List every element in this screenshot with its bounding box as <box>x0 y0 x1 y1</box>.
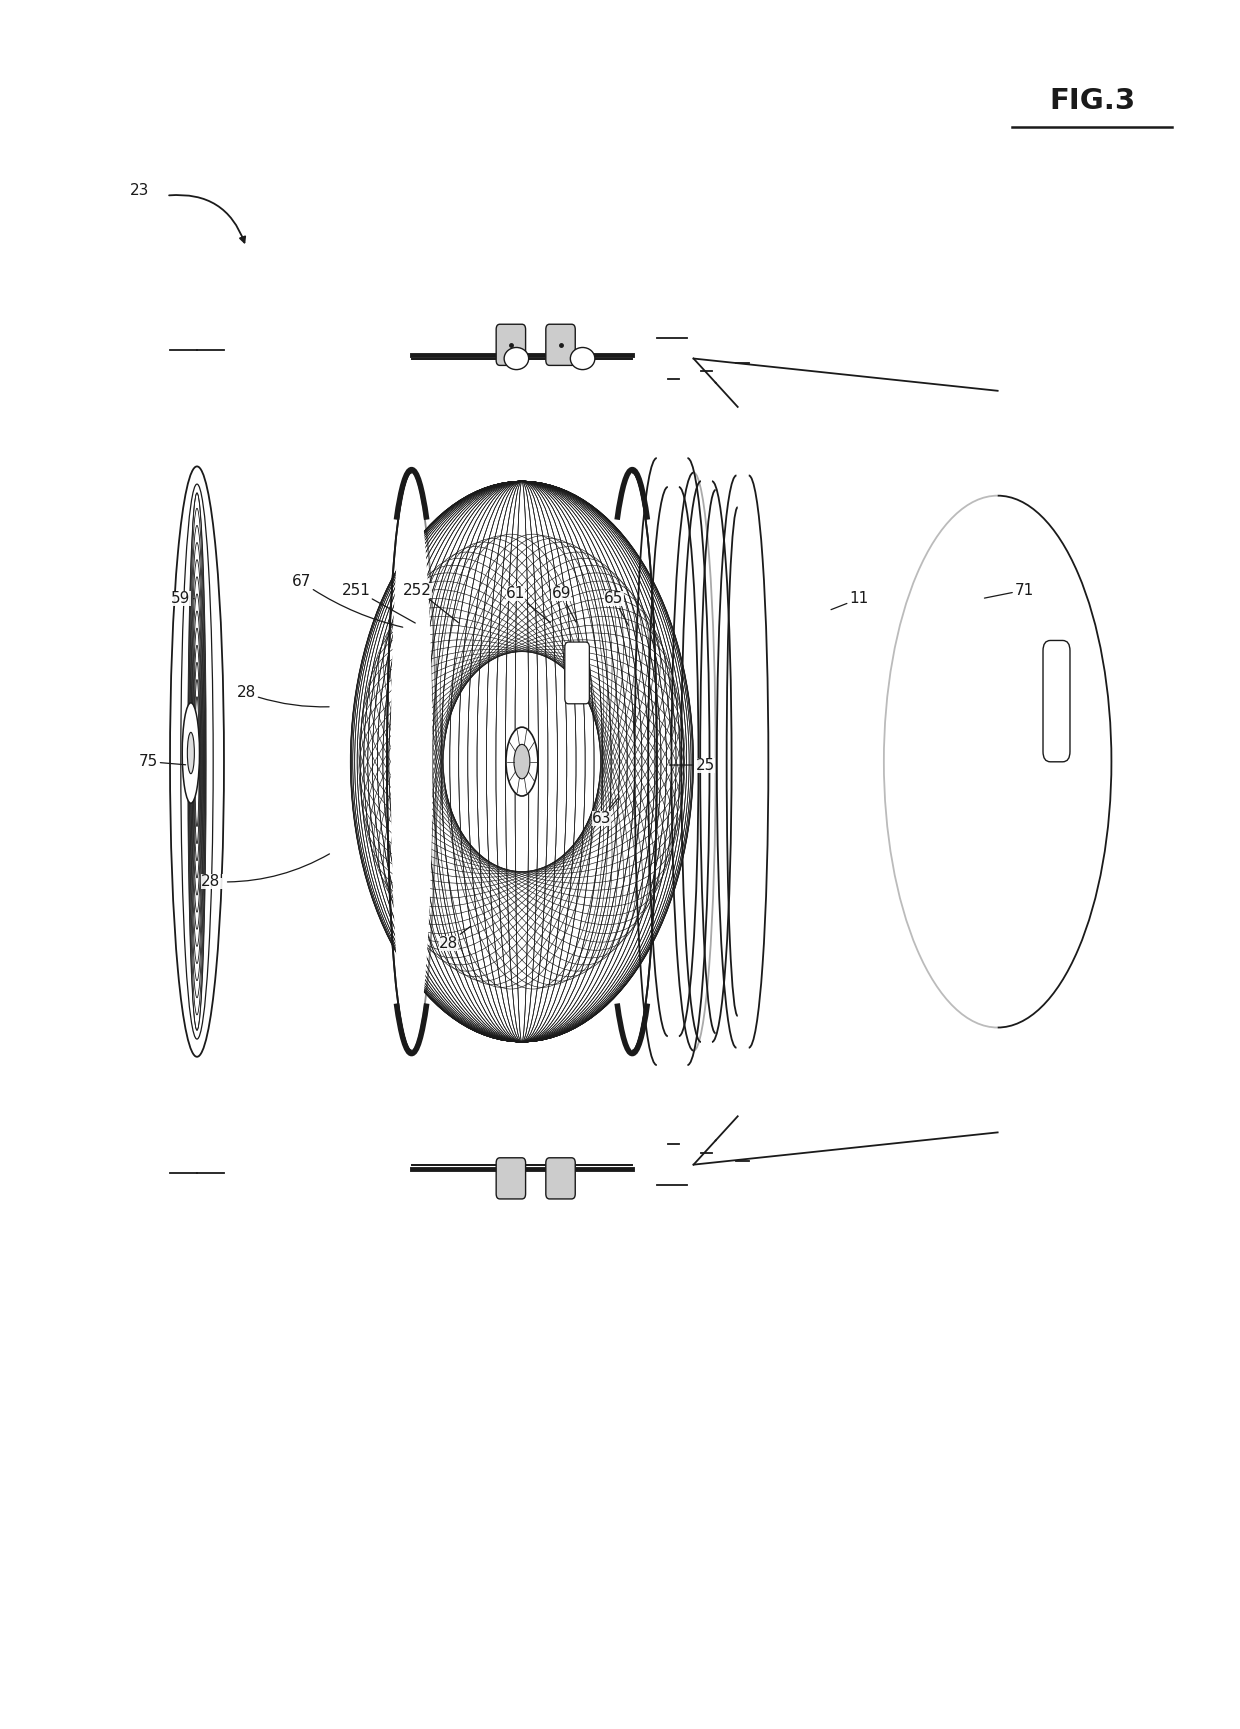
Ellipse shape <box>391 475 433 1048</box>
Ellipse shape <box>187 733 195 773</box>
Ellipse shape <box>506 728 538 795</box>
Text: 63: 63 <box>591 799 619 826</box>
FancyBboxPatch shape <box>546 1158 575 1198</box>
Text: 28': 28' <box>201 854 330 889</box>
FancyBboxPatch shape <box>546 325 575 365</box>
Ellipse shape <box>182 702 200 804</box>
Text: 71: 71 <box>985 583 1034 598</box>
Text: 75: 75 <box>139 754 186 769</box>
Ellipse shape <box>505 348 528 370</box>
Text: 252: 252 <box>403 583 459 622</box>
Text: 11: 11 <box>831 591 869 610</box>
Text: FIG.3: FIG.3 <box>1049 86 1135 116</box>
FancyBboxPatch shape <box>496 1158 526 1198</box>
Ellipse shape <box>570 348 595 370</box>
FancyBboxPatch shape <box>496 325 526 365</box>
Text: 28: 28 <box>237 685 329 707</box>
Text: 61: 61 <box>506 586 551 622</box>
Ellipse shape <box>513 745 529 778</box>
FancyBboxPatch shape <box>565 641 589 704</box>
Text: 251: 251 <box>342 583 415 622</box>
Text: 28: 28 <box>439 927 471 951</box>
Text: 25: 25 <box>670 757 715 773</box>
FancyBboxPatch shape <box>1043 640 1070 762</box>
Text: 65: 65 <box>604 591 629 626</box>
Text: 23: 23 <box>130 183 149 197</box>
Text: 59: 59 <box>171 591 195 607</box>
Text: 67: 67 <box>291 574 403 628</box>
Text: 69: 69 <box>552 586 575 622</box>
